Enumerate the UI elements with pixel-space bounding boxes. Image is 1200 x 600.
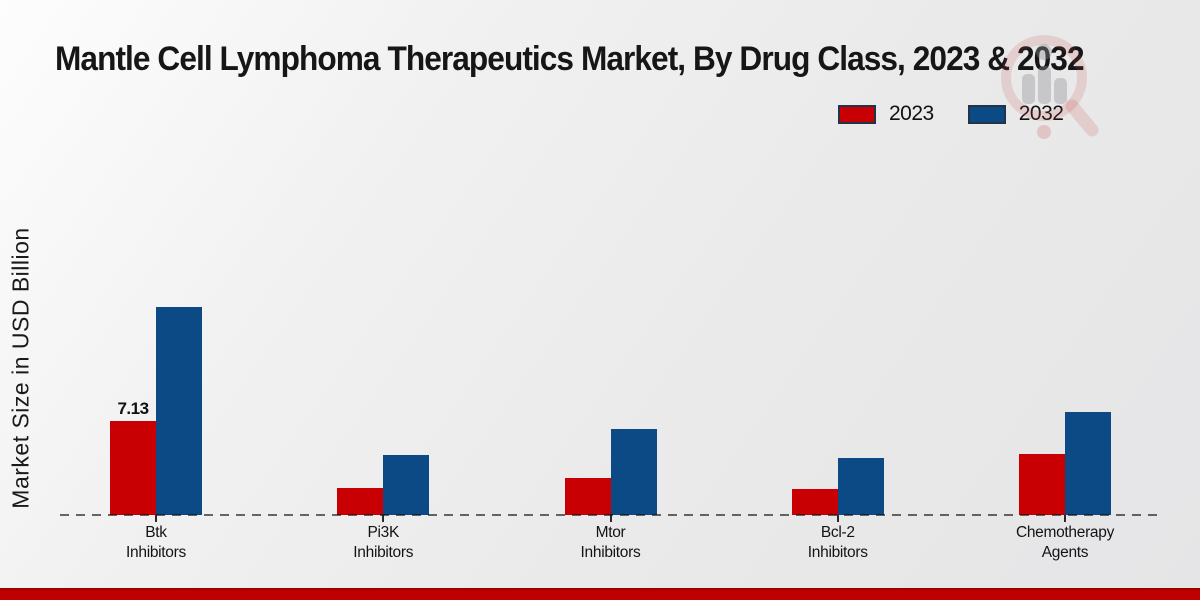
bar-2023-mtor-inhibitors xyxy=(564,477,611,515)
bar-2023-bcl-2-inhibitors xyxy=(791,488,838,515)
legend-swatch-2032-icon xyxy=(967,104,1006,124)
bar-2023-btk-inhibitors xyxy=(110,420,156,515)
category-label-btk-inhibitors: Btk Inhibitors xyxy=(126,524,186,561)
bar-2032-chemotherapy-agents xyxy=(1065,411,1111,515)
category-label-bcl-2-inhibitors: Bcl-2 Inhibitors xyxy=(807,524,868,561)
bar-value-label-2023-btk-inhibitors: 7.13 xyxy=(117,398,149,418)
legend-label-2032: 2032 xyxy=(1018,102,1064,125)
legend: 2023 2032 xyxy=(838,102,1064,126)
x-axis-tick-bcl-2-inhibitors xyxy=(836,515,839,522)
bar-2023-chemotherapy-agents xyxy=(1019,454,1065,515)
x-axis-tick-mtor-inhibitors xyxy=(609,515,612,522)
x-axis-tick-pi3k-inhibitors xyxy=(382,515,385,522)
bar-2032-pi3k-inhibitors xyxy=(383,454,430,515)
bar-2023-pi3k-inhibitors xyxy=(337,487,384,515)
legend-swatch-2023-icon xyxy=(838,104,876,124)
x-axis-tick-chemotherapy-agents xyxy=(1064,515,1066,522)
footer-accent-bar xyxy=(0,588,1200,600)
legend-label-2023: 2023 xyxy=(889,102,934,125)
bar-2032-btk-inhibitors xyxy=(156,306,202,515)
category-label-chemotherapy-agents: Chemotherapy Agents xyxy=(1015,524,1115,561)
x-axis-baseline xyxy=(60,514,1157,516)
bar-2032-bcl-2-inhibitors xyxy=(837,458,884,515)
bar-2032-mtor-inhibitors xyxy=(610,428,657,515)
x-axis-tick-btk-inhibitors xyxy=(155,515,157,522)
category-label-mtor-inhibitors: Mtor Inhibitors xyxy=(580,524,641,561)
legend-item-2023: 2023 xyxy=(838,102,934,126)
legend-item-2032: 2032 xyxy=(967,102,1064,126)
category-label-pi3k-inhibitors: Pi3K Inhibitors xyxy=(353,524,414,561)
magnifier-bar-chart-watermark-icon xyxy=(1001,35,1099,139)
chart-title: Mantle Cell Lymphoma Therapeutics Market… xyxy=(55,40,1085,78)
